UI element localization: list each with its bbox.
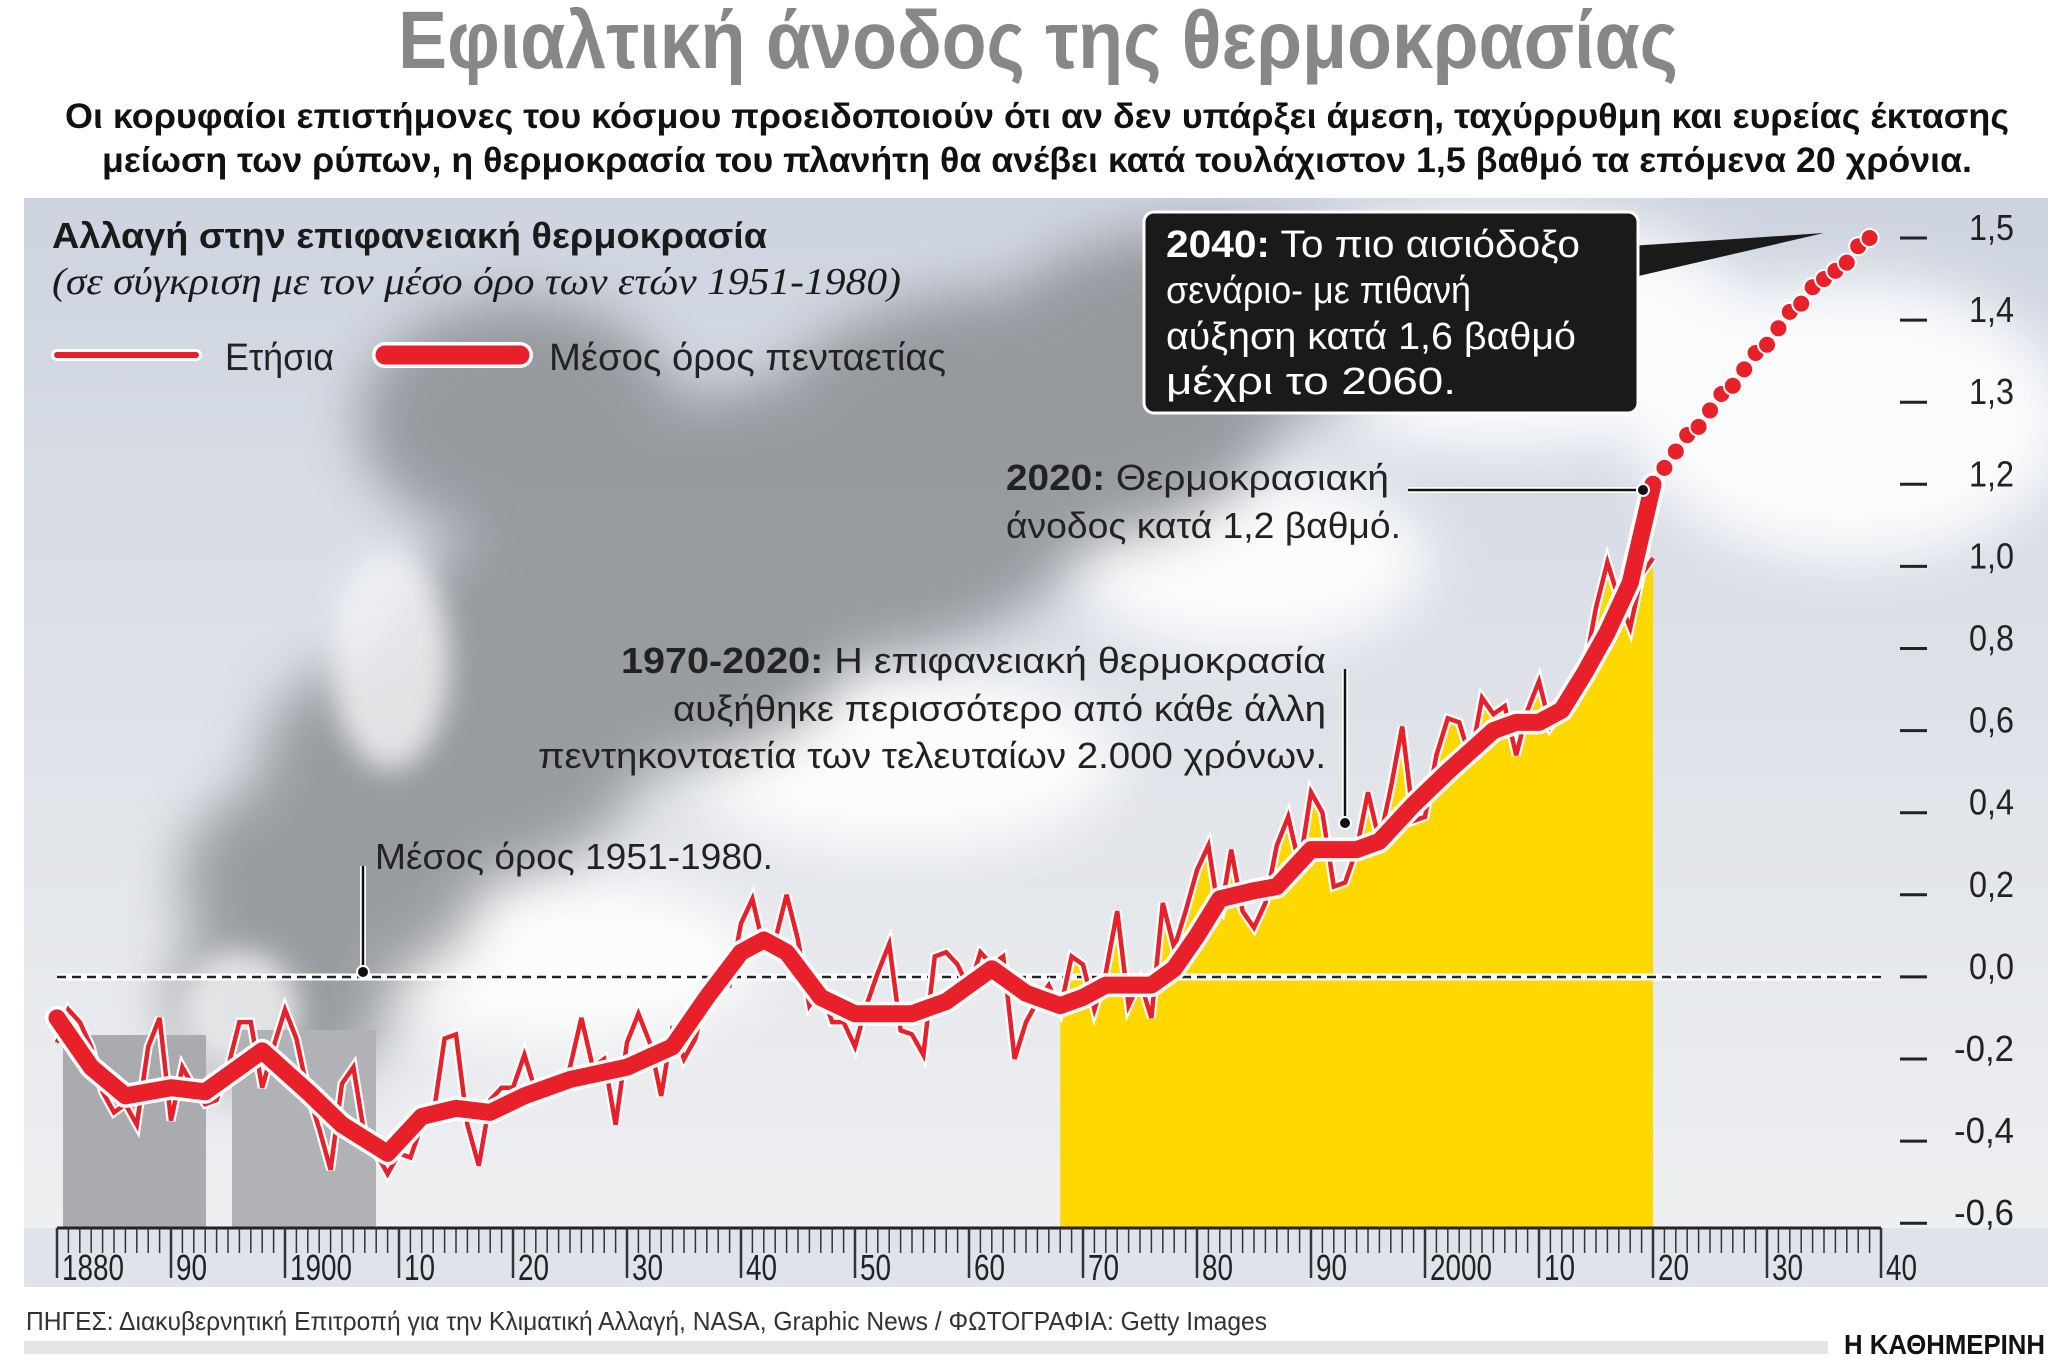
projection-callout: 2040: Το πιο αισιόδοξο σενάριο- με πιθαν…: [1142, 210, 1824, 415]
y-tick-label: -0,2: [1954, 1028, 2014, 1069]
publisher-logo: Η ΚΑΘΗΜΕΡΙΝΗ: [1844, 1329, 2045, 1360]
callout-text: Το πιο αισιόδοξο: [1270, 224, 1580, 266]
x-tick-label: 20: [1658, 1247, 1689, 1288]
x-tick-label: 10: [1544, 1247, 1575, 1288]
projection-dot: [1859, 228, 1880, 248]
annotation-baseline: Μέσος όρος 1951-1980.: [356, 836, 773, 979]
projection-dot: [1688, 416, 1709, 437]
x-tick-label: 60: [974, 1247, 1005, 1288]
x-tick-label: 30: [632, 1247, 663, 1288]
annotation-2020: 2020: Θερμοκρασιακή άνοδος κατά 1,2 βαθμ…: [1006, 457, 1650, 546]
annotation-period-line-1: 1970-2020: Η επιφανειακή θερμοκρασία: [621, 640, 1326, 681]
projection-dot: [1722, 375, 1743, 396]
chart-title: Αλλαγή στην επιφανειακή θερμοκρασία: [52, 215, 767, 256]
y-tick-label: 1,2: [1969, 453, 2014, 494]
y-tick-label: -0,4: [1954, 1110, 2014, 1151]
sources-text: ΠΗΓΕΣ: Διακυβερνητική Επιτροπή για την Κ…: [26, 1306, 1267, 1336]
leader-dot: [1636, 483, 1650, 497]
callout-line-1: 2040: Το πιο αισιόδοξο: [1166, 224, 1580, 266]
x-tick-label: 90: [1316, 1247, 1347, 1288]
x-tick-label: 30: [1772, 1247, 1803, 1288]
leader-dot: [356, 965, 370, 979]
callout-bold: 2040:: [1166, 224, 1270, 266]
annotation-2020-line-2: άνοδος κατά 1,2 βαθμό.: [1006, 505, 1401, 546]
series-lines: [45, 228, 1880, 1184]
x-tick-label: 20: [518, 1247, 549, 1288]
legend: Ετήσια Μέσος όρος πενταετίας: [51, 337, 946, 379]
callout-line-4: μέχρι το 2060.: [1166, 361, 1456, 403]
y-tick-label: 0,8: [1969, 618, 2014, 659]
legend-5yr-label: Μέσος όρος πενταετίας: [549, 337, 946, 379]
annotation-2020-line-1: 2020: Θερμοκρασιακή: [1006, 457, 1389, 498]
axes: 1880 90 1900 10 20 30 40 50 60 70 80 90 2000 10 20 30 40…: [55, 207, 2014, 1288]
annual-line: [54, 553, 1655, 1179]
y-tick-label: 0,0: [1969, 946, 2014, 987]
y-tick-label: 0,2: [1969, 864, 2014, 905]
x-tick-label: 40: [1886, 1247, 1917, 1288]
leader-dot: [1338, 816, 1352, 830]
projection-dot: [1791, 293, 1812, 314]
annotation-bold: 1970-2020:: [621, 640, 823, 681]
footer-bar: [24, 1341, 1828, 1354]
projection-dot: [1734, 359, 1755, 380]
annotation-period-line-2: αυξήθηκε περισσότερο από κάθε άλλη: [673, 688, 1326, 729]
legend-annual-label: Ετήσια: [225, 337, 334, 379]
callout-pointer: [1630, 233, 1824, 278]
y-tick-label: 1,3: [1969, 371, 2014, 412]
x-tick-label: 70: [1088, 1247, 1119, 1288]
callout-line-2: σενάριο- με πιθανή: [1166, 270, 1471, 312]
annotation-text: Η επιφανειακή θερμοκρασία: [823, 640, 1326, 681]
projection-dot: [1768, 318, 1789, 339]
y-tick-label: 1,4: [1969, 289, 2014, 330]
y-tick-label: 0,4: [1969, 782, 2014, 823]
annotation-1970-2020: 1970-2020: Η επιφανειακή θερμοκρασία αυξ…: [538, 640, 1352, 830]
y-tick-label: 0,6: [1969, 700, 2014, 741]
subtitle-line-2: μείωση των ρύπων, η θερμοκρασία του πλαν…: [102, 141, 1972, 180]
annotation-bold: 2020:: [1006, 457, 1105, 498]
projection-dot: [1757, 334, 1777, 355]
projection-dot: [1665, 441, 1686, 462]
annotation-baseline-text: Μέσος όρος 1951-1980.: [375, 836, 773, 877]
projection-dot: [1700, 400, 1720, 421]
x-tick-label: 1880: [62, 1247, 124, 1288]
callout-line-3: αύξηση κατά 1,6 βαθμό: [1166, 316, 1576, 358]
x-tick-label: 40: [746, 1247, 777, 1288]
projection-dot: [1836, 252, 1857, 273]
y-tick-label: 1,5: [1969, 207, 2014, 248]
callout-box: [1142, 210, 1640, 415]
x-tick-label: 10: [404, 1247, 435, 1288]
page-title: Εφιαλτική άνοδος της θερμοκρασίας: [398, 0, 1678, 86]
annotation-text: Θερμοκρασιακή: [1105, 457, 1389, 498]
y-tick-label: -0,6: [1954, 1192, 2014, 1233]
x-tick-label: 50: [860, 1247, 891, 1288]
x-tick-label: 90: [176, 1247, 207, 1288]
five-year-mean-line: [48, 475, 1662, 1162]
annotation-period-line-3: πεντηκονταετία των τελευταίων 2.000 χρόν…: [538, 735, 1326, 776]
y-tick-label: 1,0: [1969, 535, 2014, 576]
x-tick-label: 80: [1202, 1247, 1233, 1288]
chart-subtitle: (σε σύγκριση με τον μέσο όρο των ετών 19…: [52, 261, 901, 303]
projection-dot: [1654, 457, 1675, 478]
x-tick-label: 1900: [290, 1247, 352, 1288]
x-tick-label: 2000: [1430, 1247, 1492, 1288]
subtitle-line-1: Οι κορυφαίοι επιστήμονες του κόσμου προε…: [65, 97, 2009, 136]
